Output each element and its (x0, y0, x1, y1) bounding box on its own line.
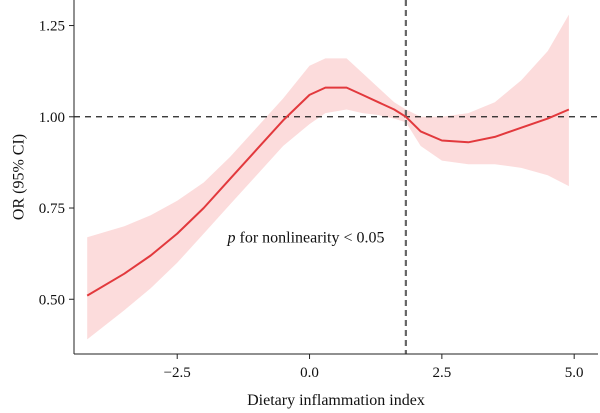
y-tick-label: 0.75 (39, 201, 65, 217)
y-tick-label: 1.00 (39, 110, 65, 126)
annotation-text: for nonlinearity < 0.05 (235, 230, 384, 247)
confidence-band-layer (87, 14, 569, 340)
annotation-p: p (226, 230, 235, 247)
x-tick-label: 2.5 (432, 365, 451, 381)
series-line-0 (86, 86, 570, 297)
y-axis-label: OR (95% CI) (11, 134, 28, 220)
x-tick-label: 5.0 (565, 365, 584, 381)
y-tick-label: 1.25 (39, 19, 65, 35)
axes: −2.5 0.0 2.5 5.0 0.50 0.75 1.00 1.25 (39, 0, 598, 381)
x-axis-label: Dietary inflammation index (247, 392, 425, 409)
nonlinearity-annotation: p for nonlinearity < 0.05 (226, 230, 384, 247)
reference-lines (74, 0, 598, 354)
y-tick-label: 0.50 (39, 292, 65, 308)
confidence-band-0 (87, 14, 569, 340)
x-tick-label: −2.5 (164, 365, 191, 381)
x-tick-label: 0.0 (300, 365, 319, 381)
series-line-layer (86, 86, 570, 297)
